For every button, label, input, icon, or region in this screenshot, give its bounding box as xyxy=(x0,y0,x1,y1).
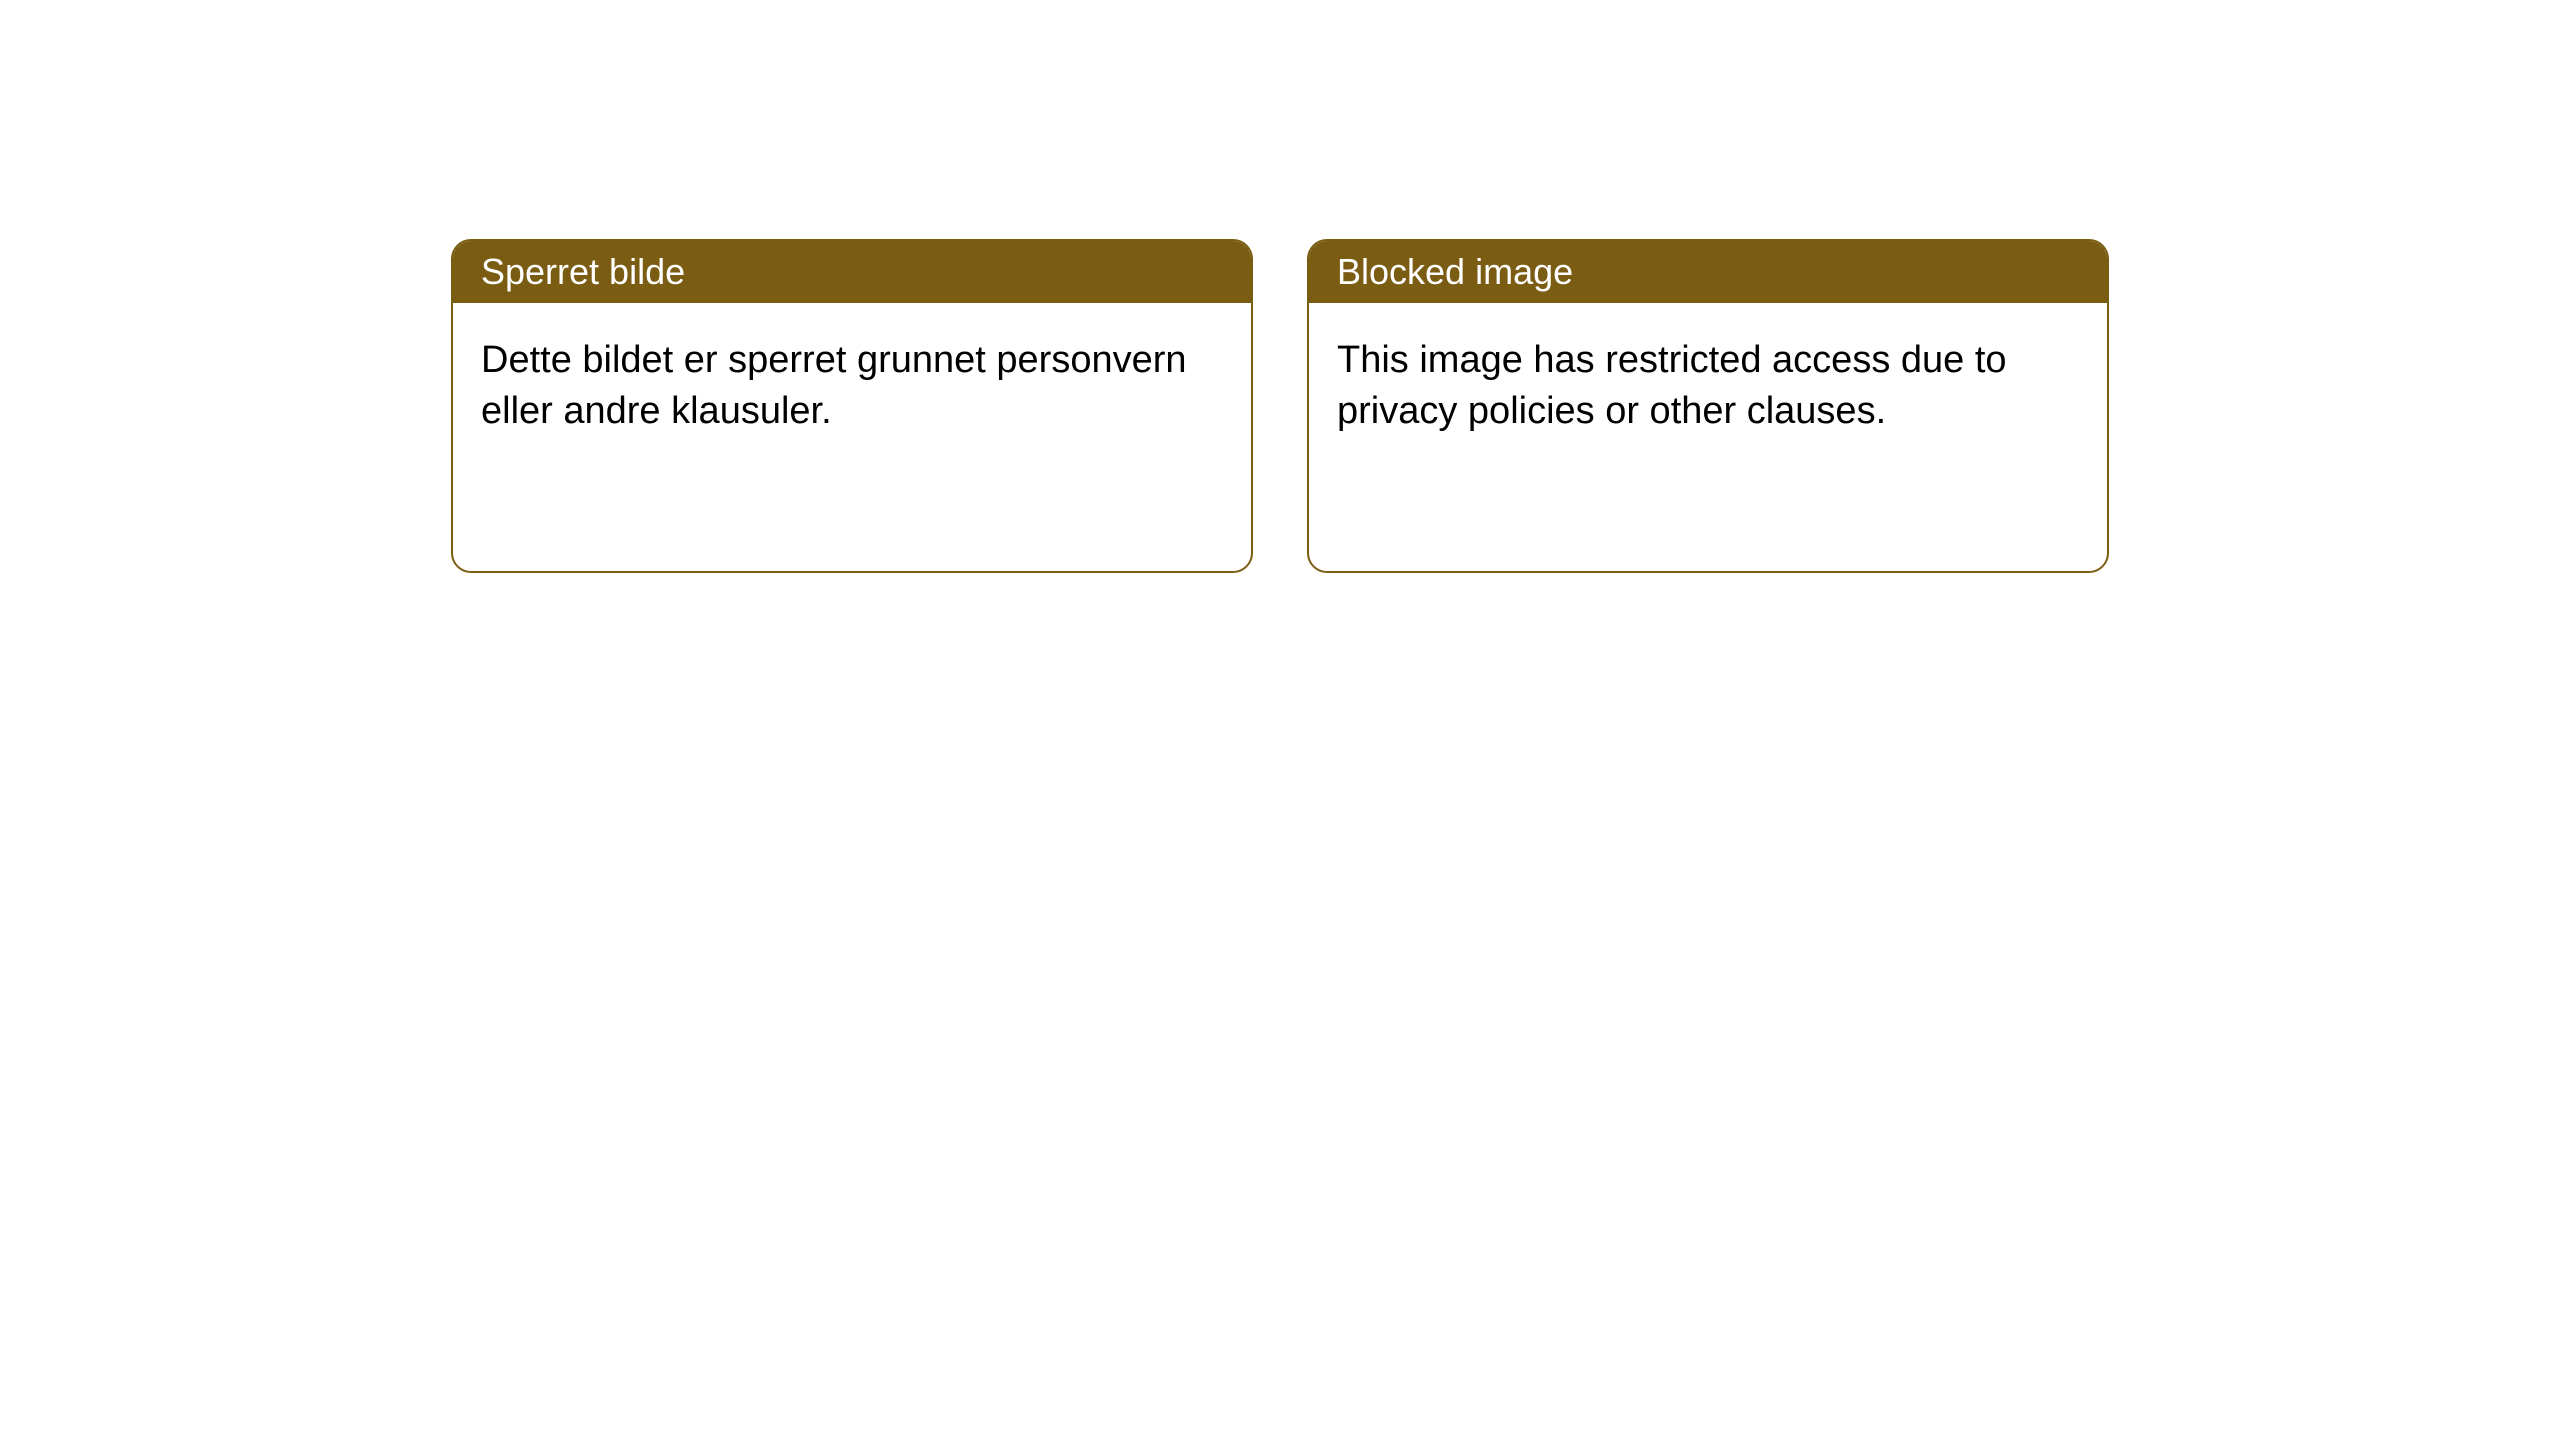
notice-body-english: This image has restricted access due to … xyxy=(1309,303,2107,470)
notice-header-norwegian: Sperret bilde xyxy=(453,241,1251,303)
notice-title-english: Blocked image xyxy=(1337,251,1573,292)
notice-text-norwegian: Dette bildet er sperret grunnet personve… xyxy=(481,339,1187,432)
notice-container: Sperret bilde Dette bildet er sperret gr… xyxy=(451,239,2109,573)
notice-box-norwegian: Sperret bilde Dette bildet er sperret gr… xyxy=(451,239,1253,573)
notice-text-english: This image has restricted access due to … xyxy=(1337,339,2007,432)
notice-body-norwegian: Dette bildet er sperret grunnet personve… xyxy=(453,303,1251,470)
notice-title-norwegian: Sperret bilde xyxy=(481,251,685,292)
notice-header-english: Blocked image xyxy=(1309,241,2107,303)
notice-box-english: Blocked image This image has restricted … xyxy=(1307,239,2109,573)
